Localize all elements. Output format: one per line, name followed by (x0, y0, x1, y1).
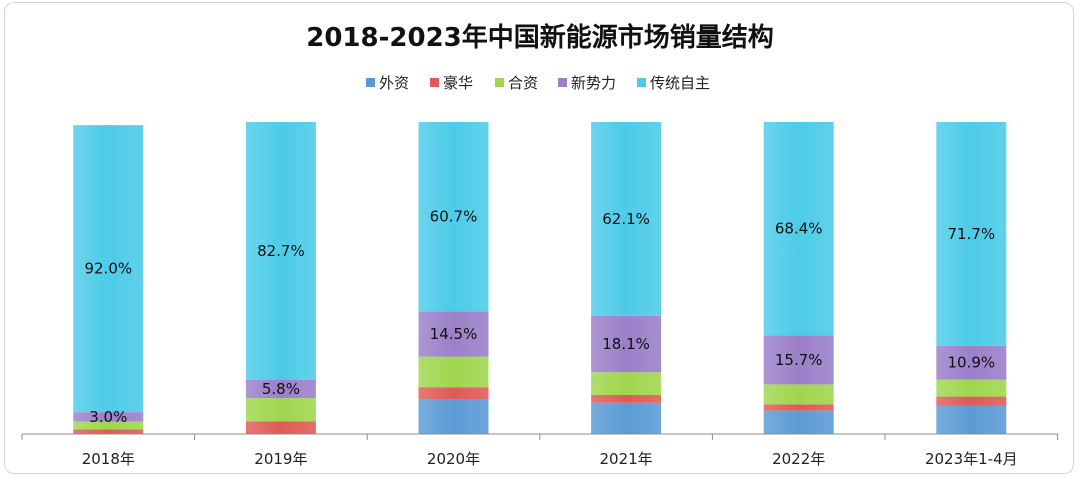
bar-合资-2018年 (73, 421, 144, 430)
bar-豪华-2021年 (591, 395, 662, 403)
bar-外资-2022年 (763, 410, 834, 434)
bar-新势力-2021年 (591, 315, 662, 373)
x-tick-label-2022年: 2022年 (772, 450, 825, 468)
bar-合资-2022年 (763, 384, 834, 405)
bar-新势力-2022年 (763, 335, 834, 385)
bar-传统自主-2021年 (591, 122, 662, 316)
bar-外资-2020年 (418, 399, 489, 434)
data-label-传统自主-2023年1-4月: 71.7% (947, 225, 995, 243)
bar-合资-2023年1-4月 (936, 379, 1007, 397)
bar-传统自主-2020年 (418, 122, 489, 312)
x-tick-label-2020年: 2020年 (427, 450, 480, 468)
bar-豪华-2020年 (418, 387, 489, 400)
data-label-传统自主-2020年: 60.7% (430, 208, 478, 226)
legend: 外资 豪华 合资 新势力 传统自主 (366, 74, 710, 92)
x-tick-label-2021年: 2021年 (600, 450, 653, 468)
bar-豪华-2022年 (763, 404, 834, 411)
chart-frame (4, 2, 1074, 474)
data-label-传统自主-2021年: 62.1% (602, 210, 650, 228)
bar-新势力-2019年 (245, 380, 316, 399)
data-label-传统自主-2019年: 82.7% (257, 242, 305, 260)
data-label-新势力-2020年: 14.5% (430, 325, 478, 343)
legend-label-新势力: 新势力 (571, 74, 616, 92)
legend-swatch-新势力 (558, 78, 567, 87)
data-label-新势力-2018年: 3.0% (89, 408, 127, 426)
legend-label-合资: 合资 (508, 74, 538, 92)
legend-swatch-外资 (366, 78, 375, 87)
bar-新势力-2020年 (418, 311, 489, 357)
bar-传统自主-2019年 (245, 122, 316, 381)
data-label-传统自主-2022年: 68.4% (775, 220, 823, 238)
data-label-新势力-2021年: 18.1% (602, 335, 650, 353)
bar-外资-2021年 (591, 402, 662, 434)
x-tick-label-2018年: 2018年 (82, 450, 135, 468)
x-tick-label-2023年1-4月: 2023年1-4月 (925, 450, 1018, 468)
data-label-新势力-2019年: 5.8% (262, 380, 300, 398)
bar-合资-2021年 (591, 372, 662, 395)
bar-豪华-2019年 (245, 421, 316, 434)
legend-swatch-豪华 (430, 78, 439, 87)
data-label-新势力-2022年: 15.7% (775, 351, 823, 369)
legend-label-传统自主: 传统自主 (650, 74, 710, 92)
x-tick-label-2019年: 2019年 (254, 450, 307, 468)
bar-豪华-2018年 (73, 429, 144, 434)
bar-新势力-2023年1-4月 (936, 345, 1007, 380)
chart-title: 2018-2023年中国新能源市场销量结构 (306, 22, 774, 53)
bar-外资-2023年1-4月 (936, 405, 1007, 434)
legend-label-豪华: 豪华 (443, 74, 473, 92)
plot-area: 3.0% 92.0% 5.8% 82.7% 14.5% 60.7% 18.1% 62.1% 15… (73, 122, 1007, 434)
data-label-传统自主-2018年: 92.0% (84, 260, 132, 278)
bar-合资-2019年 (245, 398, 316, 422)
bar-合资-2020年 (418, 356, 489, 388)
bar-豪华-2023年1-4月 (936, 396, 1007, 406)
legend-label-外资: 外资 (379, 74, 409, 92)
bar-传统自主-2023年1-4月 (936, 122, 1007, 346)
data-label-新势力-2023年1-4月: 10.9% (947, 354, 995, 372)
legend-swatch-传统自主 (637, 78, 646, 87)
bar-新势力-2018年 (73, 412, 144, 422)
bar-传统自主-2018年 (73, 125, 144, 413)
legend-swatch-合资 (495, 78, 504, 87)
bar-传统自主-2022年 (763, 122, 834, 336)
x-axis-ticks: 2018年 2019年 2020年 2021年 2022年 2023年1-4月 (21, 434, 1059, 468)
